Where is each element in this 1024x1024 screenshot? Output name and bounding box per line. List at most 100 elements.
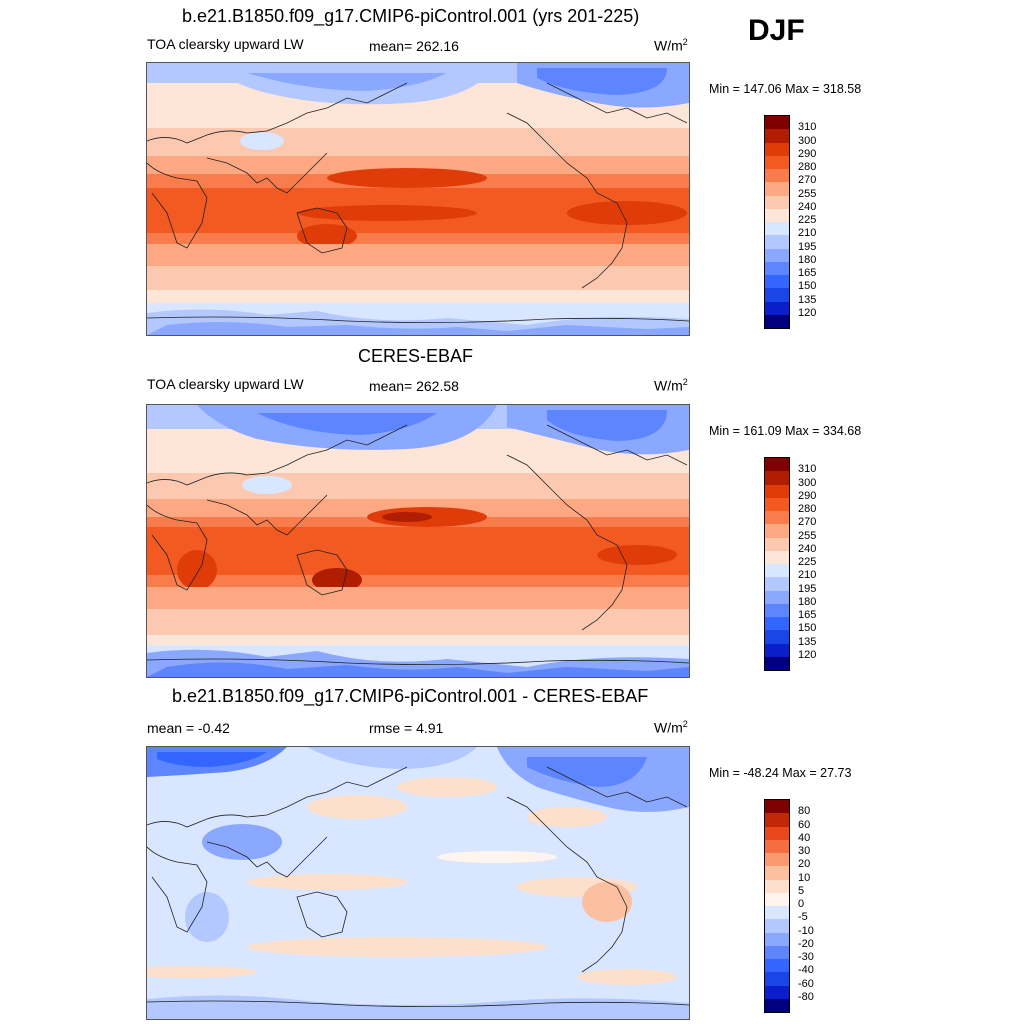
panel-1-title: b.e21.B1850.f09_g17.CMIP6-piControl.001 … <box>182 6 640 26</box>
panel-1-colorbar <box>764 115 790 329</box>
colorbar-swatch <box>765 129 789 143</box>
colorbar-swatch <box>765 590 789 604</box>
panel-1-units: W/m2 <box>654 37 688 54</box>
colorbar-swatch <box>765 945 789 959</box>
colorbar-swatch <box>765 248 789 262</box>
colorbar-tick-label: 290 <box>798 489 817 502</box>
panel-3-title: b.e21.B1850.f09_g17.CMIP6-piControl.001 … <box>172 686 649 706</box>
colorbar-tick-label: 210 <box>798 227 817 240</box>
colorbar-tick-label: 310 <box>798 121 817 134</box>
colorbar-tick-label: 195 <box>798 582 817 595</box>
panel-1-mean-label: mean= 262.16 <box>369 38 459 54</box>
colorbar-swatch <box>765 603 789 617</box>
colorbar-swatch <box>765 932 789 946</box>
colorbar-swatch <box>765 484 789 498</box>
colorbar-tick-label: 40 <box>798 831 811 844</box>
colorbar-tick-label: 300 <box>798 476 817 489</box>
colorbar-swatch <box>765 275 789 289</box>
colorbar-swatch <box>765 853 789 867</box>
colorbar-swatch <box>765 906 789 920</box>
colorbar-tick-label: 150 <box>798 280 817 293</box>
colorbar-tick-label: 180 <box>798 595 817 608</box>
colorbar-swatch <box>765 564 789 578</box>
colorbar-tick-label: 255 <box>798 529 817 542</box>
colorbar-tick-label: 165 <box>798 267 817 279</box>
colorbar-tick-label: 180 <box>798 253 817 266</box>
colorbar-tick-label: 0 <box>798 898 805 910</box>
colorbar-tick-label: 60 <box>798 818 811 831</box>
colorbar-tick-label: -30 <box>798 951 814 963</box>
colorbar-swatch <box>765 169 789 183</box>
panel-3-rmse-label: rmse = 4.91 <box>369 720 444 736</box>
colorbar-swatch <box>765 155 789 169</box>
colorbar-tick-label: 210 <box>798 569 817 582</box>
colorbar-swatch <box>765 524 789 538</box>
colorbar-swatch <box>765 511 789 525</box>
colorbar-tick-label: 135 <box>798 635 817 648</box>
colorbar-tick-label: 240 <box>798 200 817 213</box>
season-label: DJF <box>748 14 805 47</box>
colorbar-swatch <box>765 301 789 315</box>
colorbar-swatch <box>765 643 789 657</box>
panel-2-colorbar <box>764 457 790 671</box>
colorbar-swatch <box>765 617 789 631</box>
panel-1-minmax: Min = 147.06 Max = 318.58 <box>709 82 862 96</box>
colorbar-tick-label: -20 <box>798 937 814 950</box>
colorbar-tick-label: 270 <box>798 174 817 187</box>
colorbar-swatch <box>765 839 789 853</box>
colorbar-swatch <box>765 985 789 999</box>
colorbar-tick-label: 10 <box>798 871 811 884</box>
colorbar-tick-label: -60 <box>798 977 814 990</box>
colorbar-tick-label: 20 <box>798 858 811 871</box>
colorbar-swatch <box>765 208 789 222</box>
colorbar-swatch <box>765 959 789 973</box>
colorbar-swatch <box>765 998 789 1012</box>
colorbar-tick-label: 280 <box>798 503 817 515</box>
colorbar-tick-label: -80 <box>798 990 814 1003</box>
colorbar-tick-label: 310 <box>798 463 817 476</box>
colorbar-swatch <box>765 537 789 551</box>
panel-3-map <box>146 746 690 1020</box>
colorbar-swatch <box>765 261 789 275</box>
colorbar-tick-label: 225 <box>798 556 817 568</box>
colorbar-swatch <box>765 458 789 472</box>
colorbar-swatch <box>765 222 789 236</box>
colorbar-swatch <box>765 142 789 156</box>
colorbar-tick-label: 165 <box>798 609 817 621</box>
panel-3-colorbar <box>764 799 790 1013</box>
colorbar-swatch <box>765 656 789 670</box>
colorbar-tick-label: 300 <box>798 134 817 147</box>
colorbar-swatch <box>765 577 789 591</box>
colorbar-swatch <box>765 972 789 986</box>
colorbar-swatch <box>765 826 789 840</box>
panel-2-title: CERES-EBAF <box>358 346 474 366</box>
colorbar-tick-label: 280 <box>798 161 817 173</box>
colorbar-tick-label: 135 <box>798 293 817 306</box>
colorbar-tick-label: 30 <box>798 845 811 857</box>
panel-3-units: W/m2 <box>654 719 688 736</box>
colorbar-swatch <box>765 235 789 249</box>
colorbar-swatch <box>765 550 789 564</box>
panel-2-map <box>146 404 690 678</box>
colorbar-tick-label: 120 <box>798 306 817 319</box>
colorbar-swatch <box>765 630 789 644</box>
colorbar-swatch <box>765 813 789 827</box>
colorbar-tick-label: 5 <box>798 884 805 897</box>
panel-2-units: W/m2 <box>654 377 688 394</box>
colorbar-swatch <box>765 497 789 511</box>
colorbar-tick-label: 255 <box>798 187 817 200</box>
colorbar-swatch <box>765 182 789 196</box>
panel-1-variable-label: TOA clearsky upward LW <box>147 36 304 52</box>
panel-2-mean-label: mean= 262.58 <box>369 378 459 394</box>
panel-2-variable-label: TOA clearsky upward LW <box>147 376 304 392</box>
colorbar-tick-label: 80 <box>798 805 811 818</box>
colorbar-swatch <box>765 195 789 209</box>
colorbar-swatch <box>765 116 789 130</box>
colorbar-swatch <box>765 314 789 328</box>
colorbar-tick-label: 195 <box>798 240 817 253</box>
colorbar-swatch <box>765 879 789 893</box>
panel-1-map <box>146 62 690 336</box>
panel-3-minmax: Min = -48.24 Max = 27.73 <box>709 766 852 780</box>
colorbar-tick-label: 150 <box>798 622 817 635</box>
colorbar-tick-label: -5 <box>798 911 808 924</box>
